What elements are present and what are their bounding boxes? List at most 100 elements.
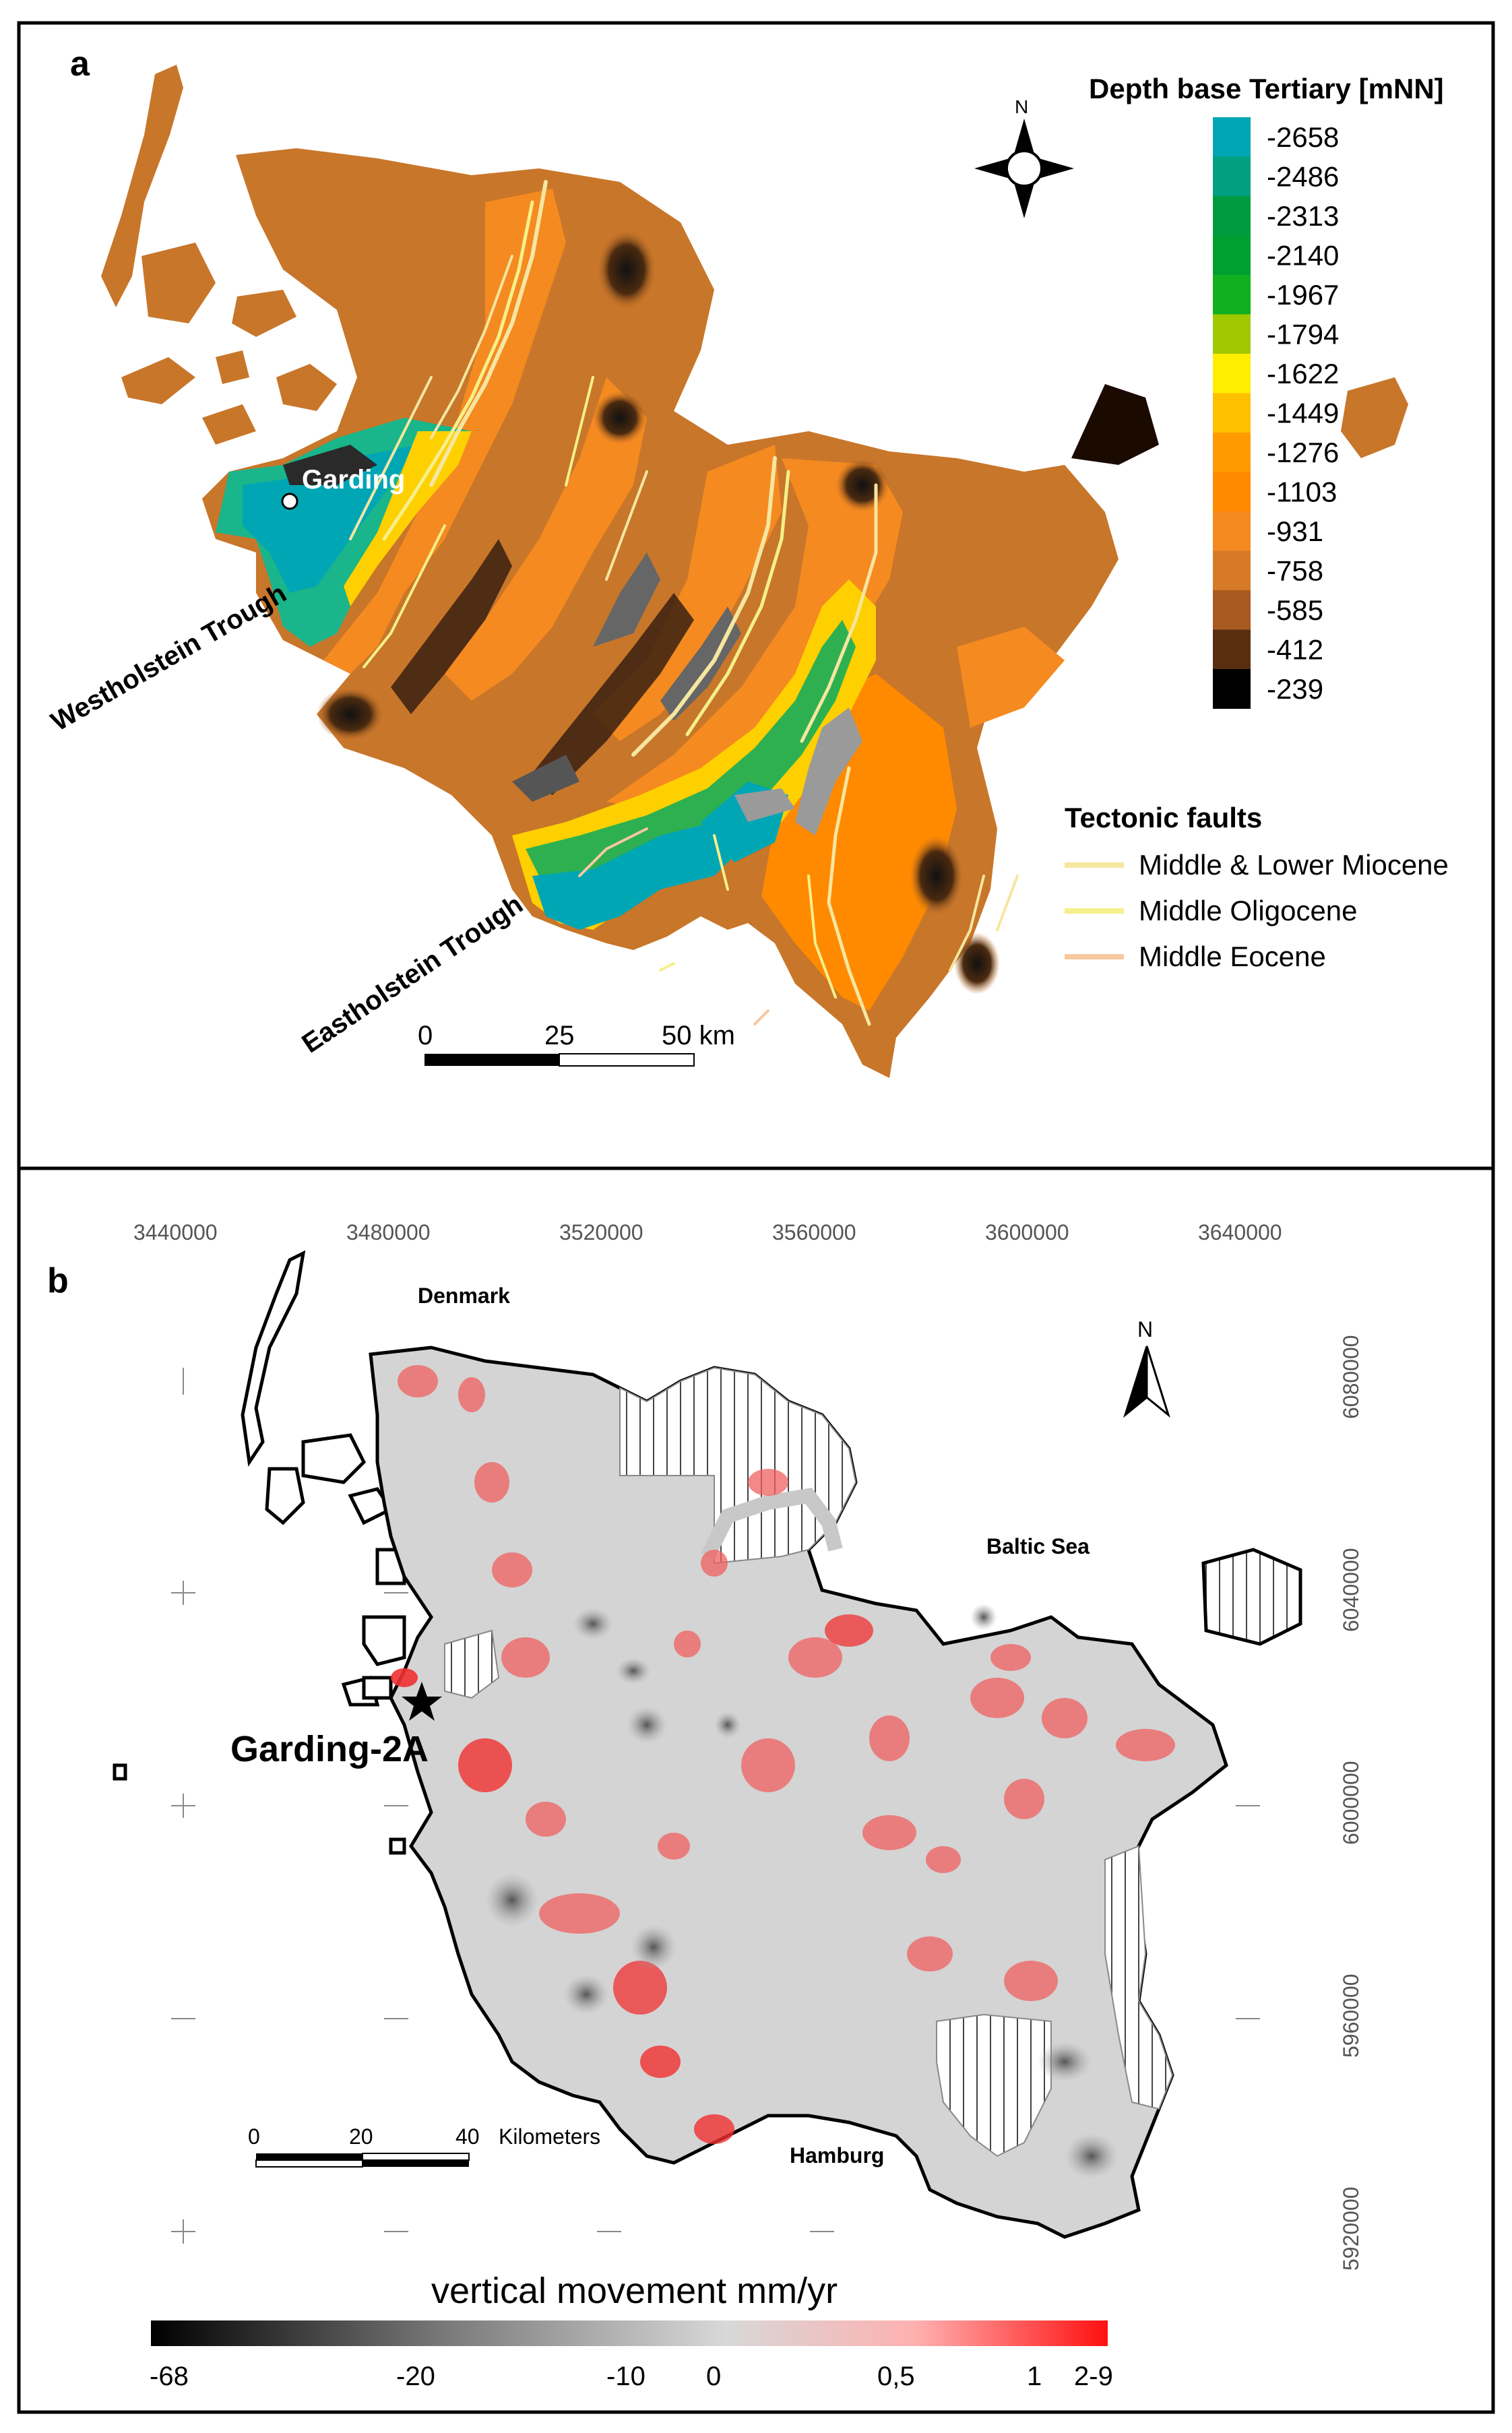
x-tick-label: 3520000 xyxy=(559,1220,643,1244)
scale-bar-a: 0 25 50 km xyxy=(418,1021,735,1067)
no-data-area xyxy=(936,2013,1052,2157)
depth-legend-swatch xyxy=(1213,590,1251,630)
y-tick-label: 5960000 xyxy=(1339,1973,1363,2058)
depth-legend-swatch xyxy=(1213,629,1251,670)
north-arrow-icon xyxy=(1123,1346,1148,1418)
depth-legend-label: -1794 xyxy=(1267,319,1339,350)
island-shape xyxy=(265,1467,305,1525)
dark-ridge xyxy=(593,552,660,647)
island-shape xyxy=(141,243,216,323)
island-shape xyxy=(276,364,337,411)
scale-bar-segment xyxy=(255,2159,363,2168)
depth-legend-label: -2313 xyxy=(1267,200,1339,232)
depth-band xyxy=(606,458,903,809)
island-shape xyxy=(362,1676,393,1700)
island-shape xyxy=(232,290,296,337)
dark-depression xyxy=(597,229,656,310)
colorbar-tick-label: 2-9 xyxy=(1074,2362,1113,2391)
dark-ridge xyxy=(660,606,741,721)
scale-tick-label: 0 xyxy=(418,1021,433,1050)
island-shape xyxy=(362,1615,406,1666)
colorbar-title: vertical movement mm/yr xyxy=(431,2271,838,2311)
fault-legend-label: Middle Oligocene xyxy=(1139,895,1358,926)
dark-ridge xyxy=(526,593,694,795)
fault-line xyxy=(827,766,871,1026)
colorbar-tick-label: -10 xyxy=(606,2362,645,2391)
fault-line xyxy=(382,200,534,541)
no-data-area xyxy=(619,1366,857,1565)
y-axis-ticks: 6080000 6040000 6000000 5960000 5920000 xyxy=(1339,1335,1363,2271)
depth-legend-label: -758 xyxy=(1267,555,1323,587)
graticule xyxy=(171,1368,1260,2244)
dark-ridge xyxy=(512,755,579,802)
depth-legend-swatch xyxy=(1213,117,1251,157)
island-shape xyxy=(389,1837,406,1855)
faults-legend-title: Tectonic faults xyxy=(1065,802,1262,833)
scale-tick-label: 25 xyxy=(544,1021,575,1050)
scale-unit-label: Kilometers xyxy=(499,2124,600,2149)
island-shape xyxy=(241,1250,306,1467)
dark-ridge xyxy=(391,539,512,714)
dark-depression xyxy=(954,933,1000,994)
movement-patches xyxy=(391,1365,1175,2144)
panel-a-label: a xyxy=(70,44,90,84)
y-tick-label: 6040000 xyxy=(1339,1548,1363,1632)
subsidence-patches xyxy=(485,1604,1119,2179)
eastholstein-trough-area xyxy=(532,822,741,930)
depth-legend-swatch xyxy=(1213,354,1251,393)
scale-tick-label: 20 xyxy=(349,2124,373,2149)
faults-legend: Middle & Lower Miocene Middle Oligocene Mi… xyxy=(1065,849,1449,972)
westholstein-trough-area xyxy=(344,431,472,606)
fault-line xyxy=(949,875,985,972)
fault-line xyxy=(578,827,648,877)
depth-legend-swatch xyxy=(1213,235,1251,276)
depth-band xyxy=(957,627,1065,728)
depth-legend-label: -1449 xyxy=(1267,398,1339,429)
x-tick-label: 3440000 xyxy=(133,1220,218,1244)
baltic-coast-road xyxy=(701,1488,843,1560)
fault-line xyxy=(713,834,729,891)
colorbar-tick-label: -68 xyxy=(150,2362,189,2391)
depth-legend-swatch xyxy=(1213,156,1251,197)
scale-bar-segment xyxy=(256,2153,363,2160)
north-arrow-a: N xyxy=(974,96,1074,218)
no-data-areas xyxy=(444,1366,1174,2157)
fault-line xyxy=(753,1009,769,1025)
x-tick-label: 3480000 xyxy=(346,1220,431,1244)
depth-legend-label: -239 xyxy=(1267,673,1323,705)
x-axis-ticks: 3440000 3480000 3520000 3560000 3600000 … xyxy=(133,1220,1282,1244)
island-shape xyxy=(1201,1548,1302,1646)
north-label: N xyxy=(1015,96,1028,117)
no-data-area xyxy=(1104,1845,1174,2110)
scale-bar-b: 0 20 40 Kilometers xyxy=(248,2124,600,2168)
island-shape xyxy=(113,1763,127,1781)
westholstein-trough-area xyxy=(243,445,418,593)
fault-line xyxy=(685,470,790,736)
depth-legend-label: -2486 xyxy=(1267,161,1339,193)
depth-legend-title: Depth base Tertiary [mNN] xyxy=(1089,73,1444,104)
fault-legend-label: Middle & Lower Miocene xyxy=(1139,849,1449,881)
colorbar-tick-label: -20 xyxy=(396,2362,435,2391)
dark-depression xyxy=(593,391,647,445)
fault-line xyxy=(363,524,446,668)
y-tick-label: 5920000 xyxy=(1339,2186,1363,2271)
island-shape xyxy=(202,404,256,445)
island-shape xyxy=(1071,384,1159,465)
depth-legend-swatch xyxy=(1213,314,1251,354)
depth-legend-swatch xyxy=(1213,511,1251,551)
fault-legend-label: Middle Eocene xyxy=(1139,941,1326,972)
panel-b: b 3440000 3480000 3520000 3560000 360000… xyxy=(17,1166,1495,2414)
scale-tick-label: 40 xyxy=(455,2124,480,2149)
eastholstein-trough-area xyxy=(526,620,856,903)
dark-depression xyxy=(836,458,889,512)
depth-map xyxy=(101,65,1408,1078)
depth-legend-swatch xyxy=(1213,433,1251,472)
colorbar-ticks: -68 -20 -10 0 0,5 1 2-9 xyxy=(150,2362,1113,2391)
depth-legend: -2658 -2486 -2313 -2140 -1967 -1794 -1622 -1449… xyxy=(1213,117,1339,709)
x-tick-label: 3640000 xyxy=(1198,1220,1282,1244)
dark-ridge xyxy=(795,707,862,835)
depth-legend-swatch xyxy=(1213,669,1251,709)
depth-band xyxy=(445,377,647,701)
colorbar-tick-label: 0,5 xyxy=(877,2362,915,2391)
island-shape xyxy=(216,350,249,384)
